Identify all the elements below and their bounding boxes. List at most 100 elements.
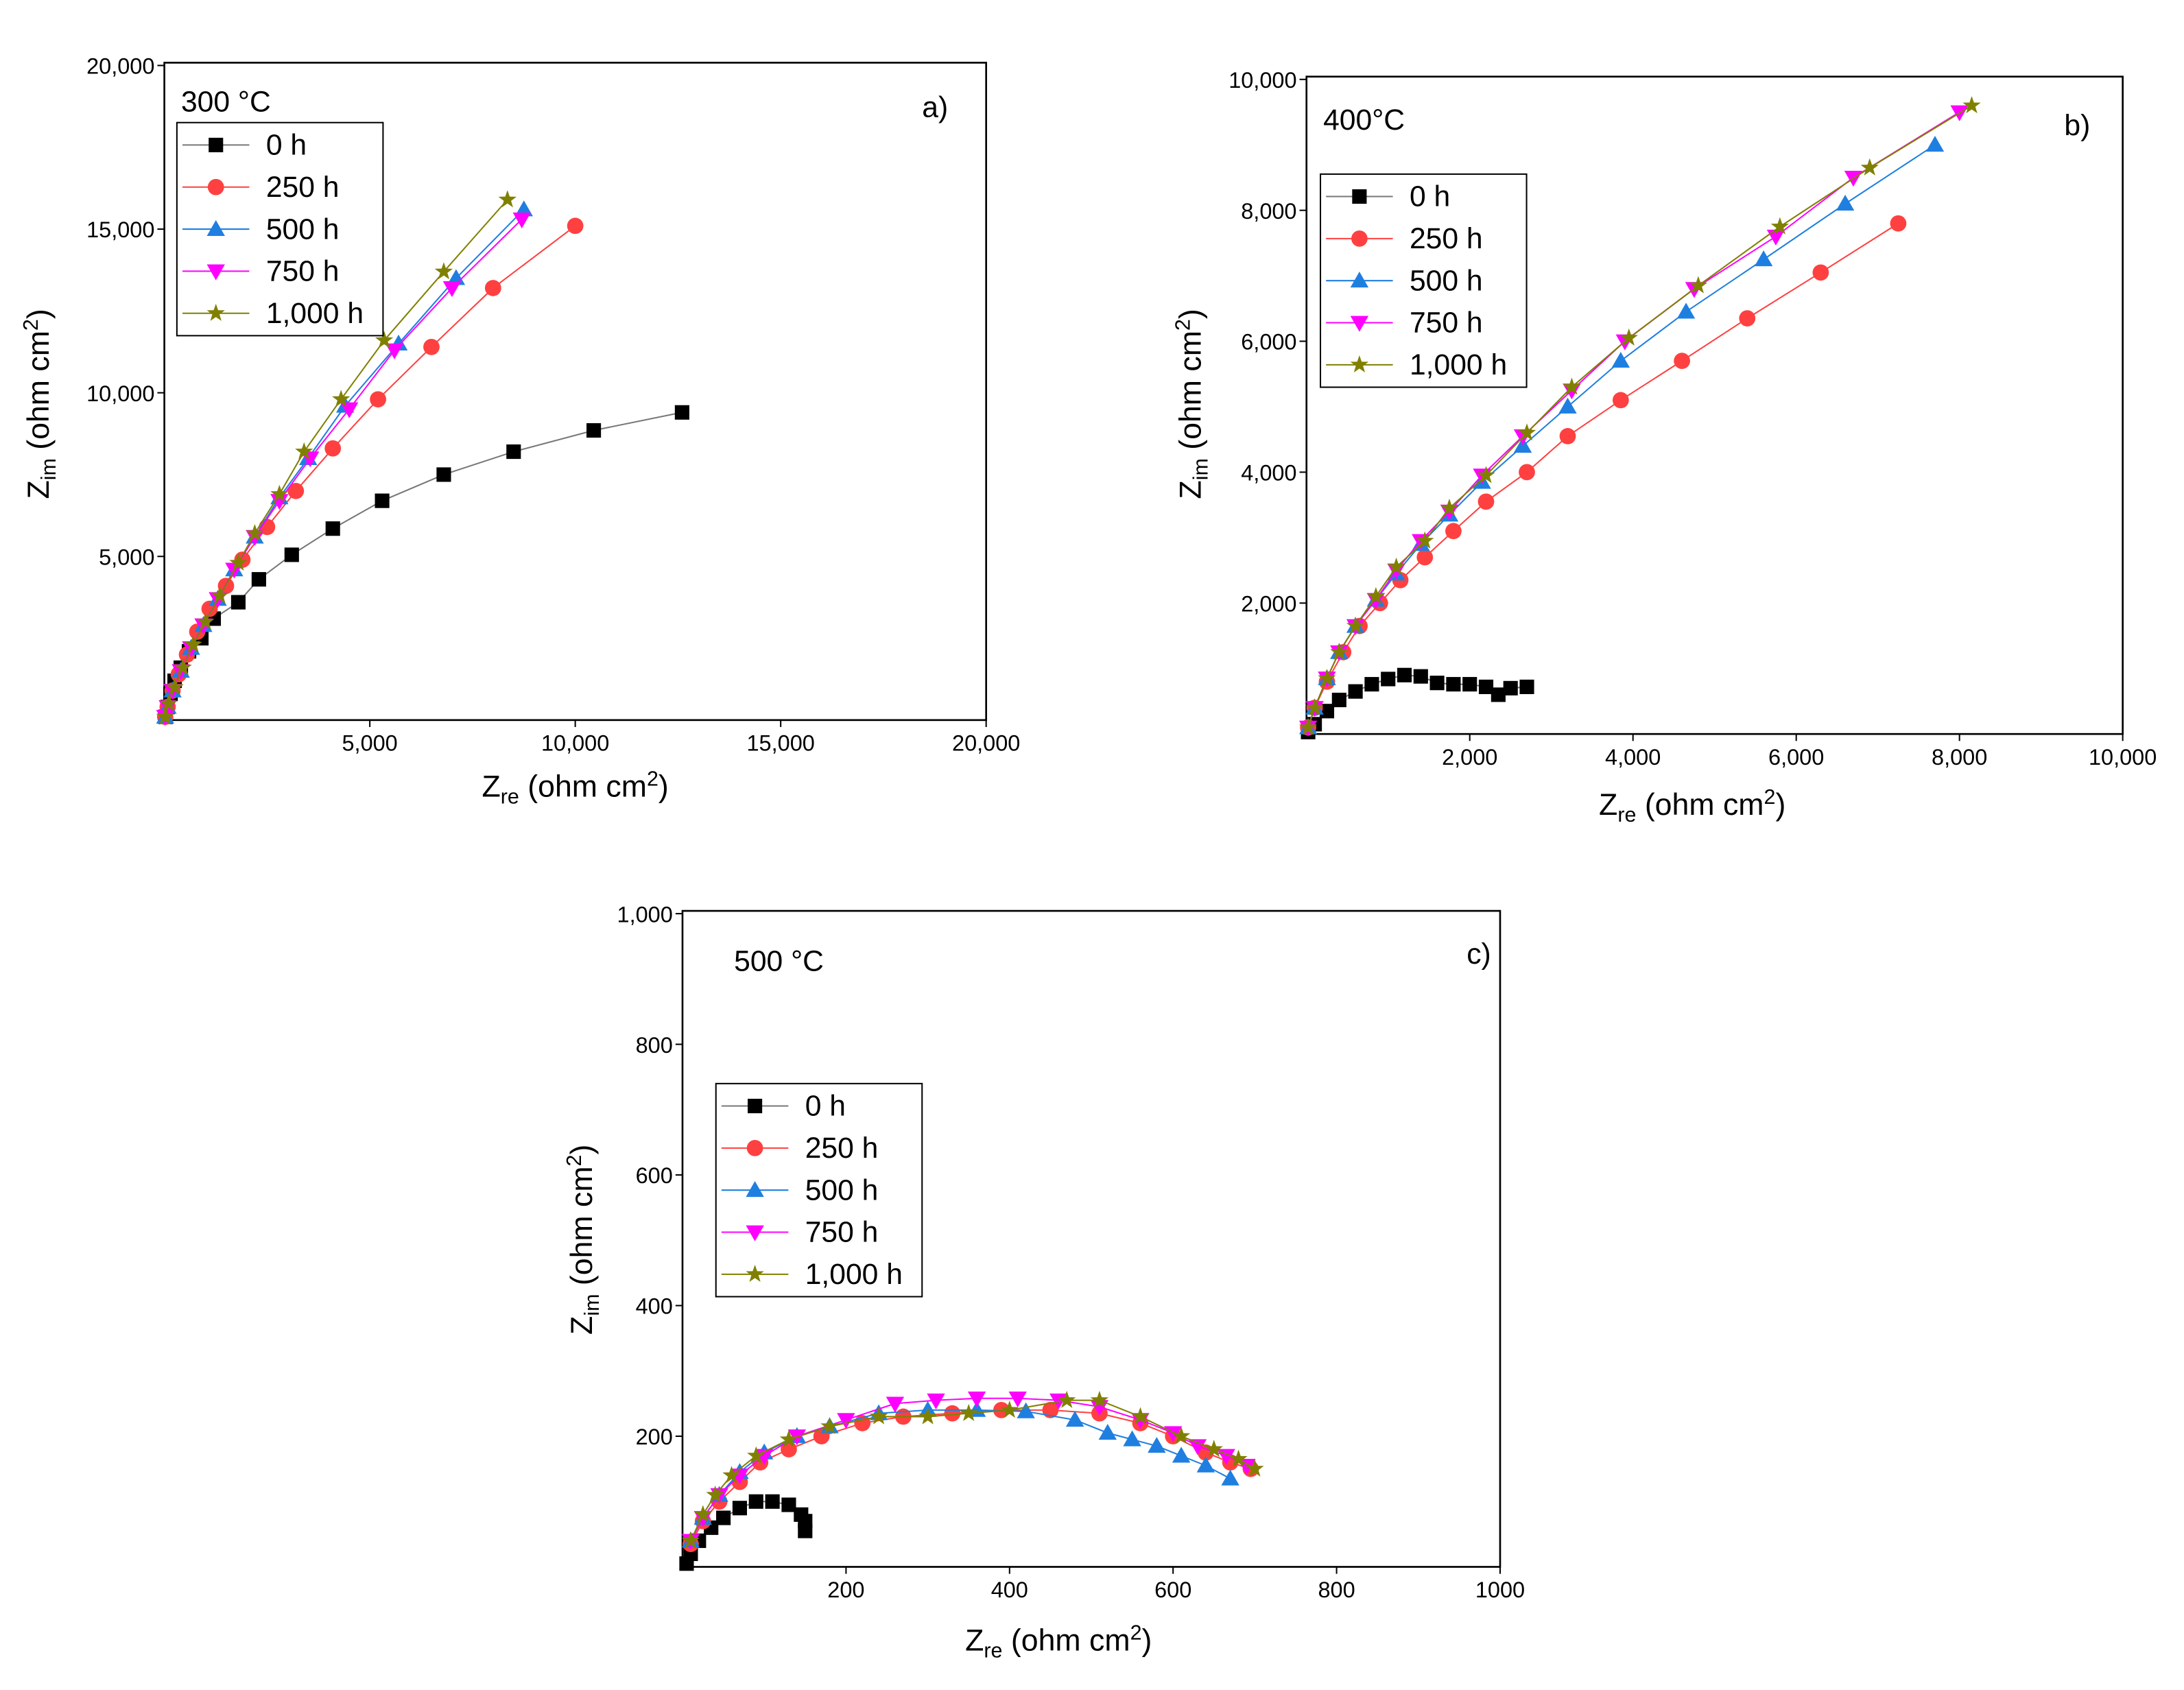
marker: [967, 1391, 986, 1407]
panel-label: b): [2064, 109, 2090, 142]
marker: [1559, 428, 1576, 444]
legend-marker: [206, 264, 225, 281]
legend-marker: [746, 1180, 764, 1198]
legend-label: 1,000 h: [1410, 348, 1507, 381]
y-tick-label: 400: [636, 1294, 673, 1319]
axis-label-part: ): [22, 309, 56, 319]
axis-label: Zim (ohm cm2): [19, 309, 60, 499]
y-tick-label: 8,000: [1241, 199, 1296, 224]
axis-label-part: Z: [1174, 480, 1207, 499]
x-tick-label: 4,000: [1605, 745, 1661, 770]
y-tick-label: 2,000: [1241, 591, 1296, 616]
marker: [1836, 194, 1855, 211]
legend-marker: [206, 219, 225, 236]
marker: [196, 612, 215, 630]
x-tick-label: 20,000: [952, 731, 1020, 756]
marker: [1172, 1447, 1191, 1463]
marker: [246, 524, 264, 542]
marker: [1065, 1410, 1084, 1427]
x-tick-label: 8,000: [1932, 745, 1987, 770]
marker: [1491, 687, 1506, 702]
marker: [886, 1396, 905, 1413]
marker: [375, 493, 390, 508]
marker: [1364, 677, 1379, 692]
panel: 2,000 4,000 6,000 8,000 10,000 2,000 4,000 6,00…: [1171, 68, 2157, 826]
marker: [165, 678, 184, 695]
annotation: 400°C: [1323, 104, 1405, 136]
marker: [1058, 1390, 1076, 1408]
axis-label-part: 2: [19, 319, 43, 331]
marker: [1558, 397, 1577, 414]
marker: [1962, 96, 1981, 114]
axis-label-part: (ohm cm: [519, 770, 647, 804]
marker: [1348, 684, 1363, 699]
legend: 0 h 250 h 500 h 750 h 1,000 h: [176, 121, 384, 337]
axis-label-part: ): [565, 1145, 599, 1155]
x-tick-label: 800: [1318, 1578, 1355, 1602]
marker: [693, 1505, 712, 1523]
marker: [332, 390, 351, 407]
marker: [944, 1405, 961, 1422]
marker: [436, 467, 451, 482]
marker: [1008, 1391, 1027, 1407]
marker: [1619, 328, 1638, 346]
legend-marker: [1352, 189, 1367, 204]
y-tick-label: 800: [636, 1033, 673, 1058]
marker: [1689, 276, 1708, 294]
marker: [1925, 136, 1945, 152]
axis-label-part: 2: [1764, 785, 1776, 809]
marker: [251, 572, 266, 587]
y-tick-label: 10,000: [86, 381, 154, 406]
axis-label-part: Z: [1599, 788, 1617, 822]
marker: [674, 405, 689, 420]
y-tick-label: 20,000: [86, 54, 154, 79]
legend-label: 250 h: [805, 1132, 879, 1165]
legend-marker: [746, 1139, 763, 1156]
axis-label-part: ): [1775, 788, 1785, 822]
axis-label-part: ): [1142, 1623, 1152, 1657]
marker: [1754, 250, 1773, 267]
marker: [927, 1393, 945, 1409]
x-tick-label: 10,000: [2089, 745, 2157, 770]
x-tick-label: 5,000: [342, 731, 397, 756]
marker: [1517, 423, 1536, 441]
marker: [1676, 302, 1696, 319]
axis-label-part: ): [1174, 309, 1207, 319]
marker: [1387, 557, 1405, 575]
marker: [1298, 717, 1318, 735]
marker: [287, 482, 305, 499]
marker: [1172, 1427, 1191, 1444]
axis-label-part: im: [580, 1294, 604, 1316]
marker: [325, 521, 340, 536]
axis-label-part: Z: [482, 770, 501, 804]
marker: [1318, 669, 1336, 687]
legend-label: 0 h: [805, 1090, 846, 1123]
annotation: 300 °C: [181, 85, 271, 118]
x-tick-label: 400: [991, 1578, 1028, 1602]
axis-label-part: Z: [965, 1623, 984, 1657]
plot-frame: [1305, 75, 2124, 735]
marker: [229, 553, 248, 571]
marker: [1462, 677, 1477, 692]
legend-label: 750 h: [805, 1216, 879, 1249]
legend-label: 750 h: [266, 255, 340, 288]
axis-label-part: im: [37, 458, 60, 480]
marker: [1478, 679, 1494, 695]
marker: [1204, 1440, 1223, 1457]
marker: [1098, 1424, 1117, 1440]
series-line: [690, 1409, 1231, 1541]
legend-label: 250 h: [266, 171, 340, 204]
legend-label: 500 h: [805, 1174, 879, 1206]
panel-label: c): [1467, 938, 1491, 971]
marker: [1246, 1459, 1264, 1477]
marker: [748, 1494, 763, 1509]
marker: [284, 547, 299, 562]
marker: [1812, 264, 1829, 281]
x-tick-label: 6,000: [1768, 745, 1824, 770]
marker: [447, 269, 466, 285]
marker: [798, 1523, 813, 1538]
marker: [1397, 667, 1412, 682]
axis-label-part: 2: [1130, 1621, 1142, 1644]
legend-label: 1,000 h: [266, 297, 364, 330]
